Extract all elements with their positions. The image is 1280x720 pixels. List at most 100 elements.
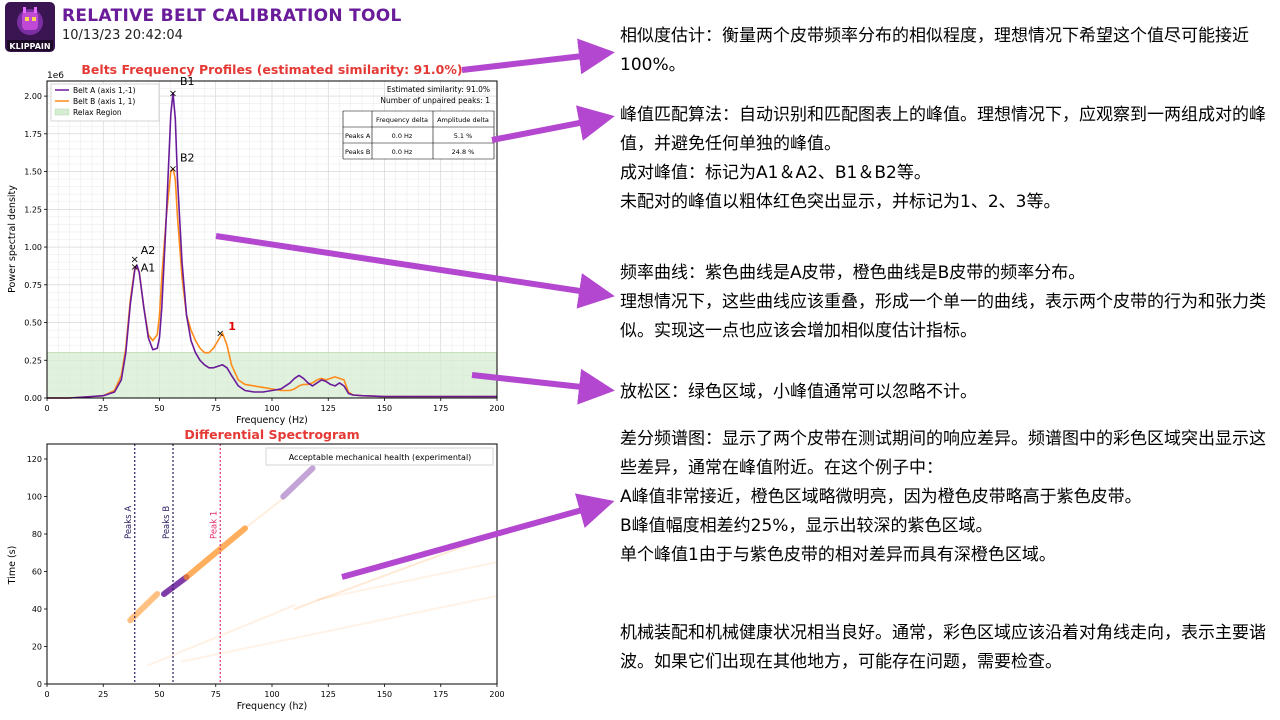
table-header-freq: Frequency delta — [376, 116, 428, 124]
peak-label-a2: A2 — [141, 244, 156, 257]
y-tick-label: 0 — [37, 680, 42, 689]
note-relax: 放松区：绿色区域，小峰值通常可以忽略不计。 — [620, 382, 977, 402]
timestamp: 10/13/23 20:42:04 — [62, 28, 183, 43]
arrow-curves — [215, 233, 615, 309]
spectrogram-x-label: Frequency (hz) — [237, 701, 308, 712]
y-tick-label: 120 — [27, 455, 42, 464]
vline-label: Peaks A — [124, 506, 134, 539]
table-row-a-label: Peaks A — [345, 132, 371, 140]
y-tick-label: 2.00 — [24, 92, 42, 101]
y-scale-label: 1e6 — [47, 71, 64, 81]
peak-marker: × — [169, 89, 177, 100]
arrow-relax — [471, 368, 615, 405]
spectrogram-title: Differential Spectrogram — [184, 427, 359, 442]
peak-marker: × — [131, 262, 139, 273]
arrow-peaks — [491, 105, 615, 143]
table-header-amp: Amplitude delta — [437, 116, 489, 124]
chart-title: Belts Frequency Profiles (estimated simi… — [81, 62, 462, 77]
x-tick-label: 50 — [154, 690, 164, 699]
spectrogram-band — [244, 497, 285, 530]
table-row-b-freq: 0.0 Hz — [392, 148, 413, 156]
table-row-b-amp: 24.8 % — [452, 148, 475, 156]
annotation-arrows — [215, 38, 615, 580]
x-tick-label: 200 — [489, 404, 504, 413]
x-tick-label: 50 — [154, 404, 164, 413]
y-tick-label: 1.00 — [24, 243, 42, 252]
info-similarity: Estimated similarity: 91.0% — [387, 85, 490, 94]
note-curves: 频率曲线：紫色曲线是A皮带，橙色曲线是B皮带的频率分布。 理想情况下，这些曲线应… — [620, 263, 1266, 341]
app-title: RELATIVE BELT CALIBRATION TOOL — [62, 6, 402, 26]
x-tick-label: 150 — [377, 690, 392, 699]
spectrogram-legend: Acceptable mechanical health (experiment… — [265, 447, 494, 466]
legend-belt-b: Belt B (axis 1, 1) — [73, 97, 135, 106]
spectrogram-band — [181, 594, 498, 663]
y-tick-label: 0.50 — [24, 319, 42, 328]
similarity-info: Estimated similarity: 91.0% Number of un… — [380, 85, 490, 105]
y-tick-label: 100 — [27, 493, 42, 502]
table-row-a-freq: 0.0 Hz — [392, 132, 413, 140]
vline-label: Peaks B — [162, 506, 172, 539]
x-tick-label: 75 — [211, 404, 221, 413]
x-tick-label: 175 — [433, 690, 448, 699]
y-tick-label: 1.50 — [24, 168, 42, 177]
series-belt-a — [47, 92, 497, 399]
peak-label-b2: B2 — [180, 152, 195, 165]
peak-marker: × — [216, 329, 224, 340]
svg-text:KLIPPAIN: KLIPPAIN — [9, 42, 50, 51]
note-similarity: 相似度估计：衡量两个皮带频率分布的相似程度，理想情况下希望这个值尽可能接近100… — [620, 26, 1249, 75]
note-spectrogram: 差分频谱图：显示了两个皮带在测试期间的响应差异。频谱图中的彩色区域突出显示这些差… — [620, 429, 1266, 565]
note-health: 机械装配和机械健康状况相当良好。通常，彩色区域应该沿着对角线走向，表示主要谐波。… — [620, 623, 1266, 672]
x-tick-label: 125 — [321, 404, 336, 413]
y-tick-label: 1.75 — [24, 130, 42, 139]
y-tick-label: 0.75 — [24, 281, 42, 290]
x-tick-label: 100 — [264, 690, 279, 699]
legend-relax: Relax Region — [73, 108, 122, 117]
x-axis-label: Frequency (Hz) — [236, 415, 308, 426]
arrow-spectrogram — [341, 493, 615, 580]
peak-label-b1: B1 — [180, 75, 195, 88]
peak-table: Frequency delta Amplitude delta Peaks A … — [342, 110, 495, 160]
legend-belt-a: Belt A (axis 1,-1) — [73, 86, 136, 95]
frequency-profile-chart: Belts Frequency Profiles (estimated simi… — [7, 62, 505, 426]
y-tick-label: 40 — [32, 605, 42, 614]
y-tick-label: 20 — [32, 643, 42, 652]
spectrogram-y-label: Time (s) — [7, 546, 18, 586]
legend-health: Acceptable mechanical health (experiment… — [289, 453, 472, 462]
differential-spectrogram: Differential Spectrogram Peaks A Peaks B P… — [7, 427, 505, 712]
arrow-similarity — [461, 38, 615, 75]
y-axis-label: Power spectral density — [7, 185, 18, 293]
table-row-a-amp: 5.1 % — [454, 132, 473, 140]
spectrogram-band — [316, 561, 498, 601]
peak-label-1: 1 — [228, 320, 236, 333]
peak-marker: × — [131, 255, 139, 266]
note-peaks: 峰值匹配算法：自动识别和匹配图表上的峰值。理想情况下，应观察到一两组成对的峰值，… — [620, 105, 1266, 212]
x-tick-label: 0 — [44, 404, 49, 413]
x-tick-label: 175 — [433, 404, 448, 413]
table-row-b-label: Peaks B — [345, 148, 370, 156]
x-tick-label: 25 — [98, 404, 108, 413]
spectrogram-band — [280, 465, 316, 500]
spectrogram-band — [161, 574, 190, 597]
y-tick-label: 0.00 — [24, 394, 42, 403]
info-unpaired: Number of unpaired peaks: 1 — [380, 96, 490, 105]
spectrogram-band — [293, 533, 498, 610]
y-tick-label: 1.25 — [24, 205, 42, 214]
spectrogram-band — [147, 604, 296, 667]
x-tick-label: 75 — [211, 690, 221, 699]
x-tick-label: 200 — [489, 690, 504, 699]
x-tick-label: 0 — [44, 690, 49, 699]
peak-marker: × — [169, 164, 177, 175]
klippain-logo: KLIPPAIN — [5, 2, 55, 52]
x-tick-label: 25 — [98, 690, 108, 699]
y-tick-label: 60 — [32, 568, 42, 577]
x-tick-label: 150 — [377, 404, 392, 413]
y-tick-label: 80 — [32, 530, 42, 539]
x-tick-label: 125 — [321, 690, 336, 699]
vline-label: Peak 1 — [209, 511, 219, 539]
x-tick-label: 100 — [264, 404, 279, 413]
spectrogram-band — [127, 591, 161, 624]
spectrogram-band — [183, 525, 248, 581]
peak-label-a1: A1 — [141, 262, 156, 275]
chart-legend: Belt A (axis 1,-1) Belt B (axis 1, 1) Re… — [50, 83, 160, 122]
